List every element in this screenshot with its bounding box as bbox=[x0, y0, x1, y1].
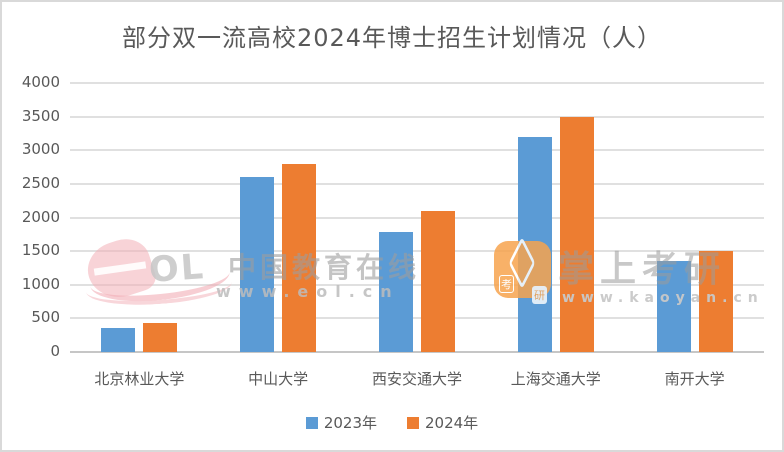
y-axis-tick-label: 1000 bbox=[21, 274, 60, 293]
bar-2024年-北京林业大学 bbox=[143, 323, 178, 352]
legend-label-2023: 2023年 bbox=[323, 414, 377, 432]
gridline bbox=[70, 115, 764, 118]
gridline bbox=[70, 283, 764, 286]
y-axis-tick-label: 3000 bbox=[21, 140, 60, 159]
y-axis-tick-label: 1500 bbox=[21, 241, 60, 260]
bar-2023年-上海交通大学 bbox=[517, 136, 552, 352]
gridline bbox=[70, 250, 764, 253]
legend-swatch-2023 bbox=[305, 416, 318, 429]
x-axis-line bbox=[70, 351, 764, 353]
x-axis-category-label: 上海交通大学 bbox=[510, 370, 601, 388]
bar-2024年-南开大学 bbox=[698, 251, 733, 352]
bar-2023年-西安交通大学 bbox=[379, 232, 413, 352]
legend: 2023年 2024年 bbox=[2, 412, 782, 433]
bar-2023年-中山大学 bbox=[240, 177, 275, 352]
y-axis-tick-label: 500 bbox=[31, 308, 60, 327]
x-axis-category-label: 南开大学 bbox=[664, 370, 725, 388]
x-axis-category-label: 中山大学 bbox=[248, 370, 309, 388]
y-axis-tick-label: 2000 bbox=[21, 207, 60, 226]
gridline bbox=[70, 216, 764, 219]
x-axis-category-label: 北京林业大学 bbox=[94, 370, 185, 388]
y-axis-tick-label: 3500 bbox=[21, 106, 60, 125]
gridline bbox=[70, 182, 764, 185]
gridline bbox=[70, 82, 764, 84]
legend-item-2023: 2023年 bbox=[305, 412, 377, 433]
y-axis-tick-label: 0 bbox=[50, 342, 60, 360]
y-axis-tick-label: 2500 bbox=[21, 173, 60, 192]
legend-swatch-2024 bbox=[407, 416, 419, 429]
y-axis-tick-label: 4000 bbox=[21, 73, 60, 91]
legend-label-2024: 2024年 bbox=[425, 414, 479, 432]
gridline bbox=[70, 149, 764, 152]
gridline bbox=[70, 317, 764, 320]
legend-item-2024: 2024年 bbox=[407, 412, 478, 433]
bar-2023年-北京林业大学 bbox=[101, 327, 136, 352]
bar-2024年-西安交通大学 bbox=[421, 210, 455, 352]
chart-title: 部分双一流高校2024年博士招生计划情况（人） bbox=[121, 24, 663, 52]
bar-2024年-中山大学 bbox=[282, 163, 317, 352]
bar-2024年-上海交通大学 bbox=[559, 116, 594, 352]
x-axis-category-label: 西安交通大学 bbox=[371, 370, 462, 388]
bar-2023年-南开大学 bbox=[656, 261, 691, 352]
